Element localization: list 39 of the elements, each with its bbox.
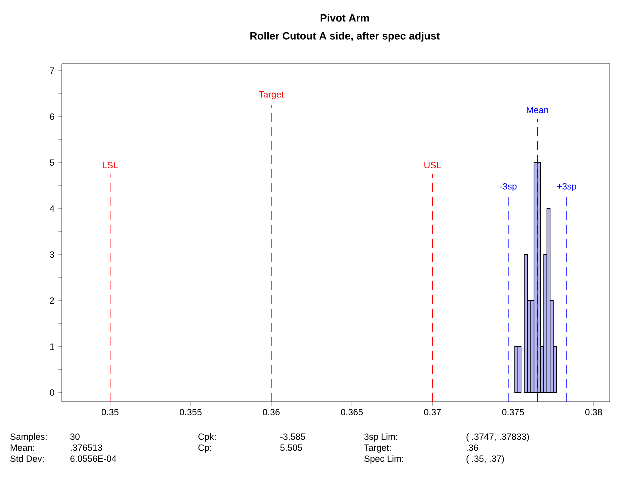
- ref-line-label: Mean: [527, 107, 548, 114]
- text: Target:: [364, 444, 391, 453]
- x-tick-label: 0.36: [263, 409, 280, 416]
- text: 5.505: [280, 444, 302, 452]
- text: .376513: [71, 444, 102, 452]
- x-tick-label: 0.35: [102, 409, 119, 416]
- text: .36: [467, 444, 478, 452]
- ref-line-label: -3sp: [500, 183, 517, 192]
- y-tick-label: 3: [50, 252, 54, 258]
- x-tick-label: 0.375: [502, 409, 524, 416]
- text: 6.0556E-04: [70, 456, 116, 462]
- y-tick-label: 1: [50, 344, 54, 350]
- x-tick-label: 0.365: [341, 409, 364, 416]
- y-tick-label: 2: [50, 298, 54, 304]
- text: ( .3747, .37833): [466, 433, 530, 442]
- text: Samples:: [10, 433, 47, 442]
- text: Mean:: [10, 444, 34, 452]
- text: Cp:: [198, 444, 212, 453]
- y-tick-label: 0: [50, 390, 54, 396]
- text: 3sp Lim:: [364, 433, 398, 442]
- ref-line-label: LSL: [103, 162, 118, 169]
- text: ( .35, .37): [466, 455, 504, 464]
- text: 30: [70, 434, 80, 440]
- ref-line-label: +3sp: [558, 183, 576, 192]
- x-tick-label: 0.38: [585, 409, 602, 416]
- text: Std Dev:: [10, 455, 44, 462]
- x-tick-label: 0.355: [180, 409, 202, 416]
- y-tick-label: 4: [50, 206, 55, 212]
- y-tick-label: 6: [50, 114, 54, 120]
- text: -3.585: [280, 434, 306, 440]
- text: Spec Lim:: [364, 455, 404, 464]
- x-tick-label: 0.37: [424, 409, 442, 416]
- text: Cpk:: [198, 433, 216, 442]
- ref-line-label: USL: [424, 162, 442, 169]
- ref-line-label: Target: [259, 92, 284, 100]
- chart-subtitle: Roller Cutout A side, after spec adjust: [250, 32, 440, 42]
- chart-title: Pivot Arm: [320, 14, 370, 22]
- y-tick-label: 5: [50, 160, 54, 166]
- y-tick-label: 7: [50, 68, 54, 74]
